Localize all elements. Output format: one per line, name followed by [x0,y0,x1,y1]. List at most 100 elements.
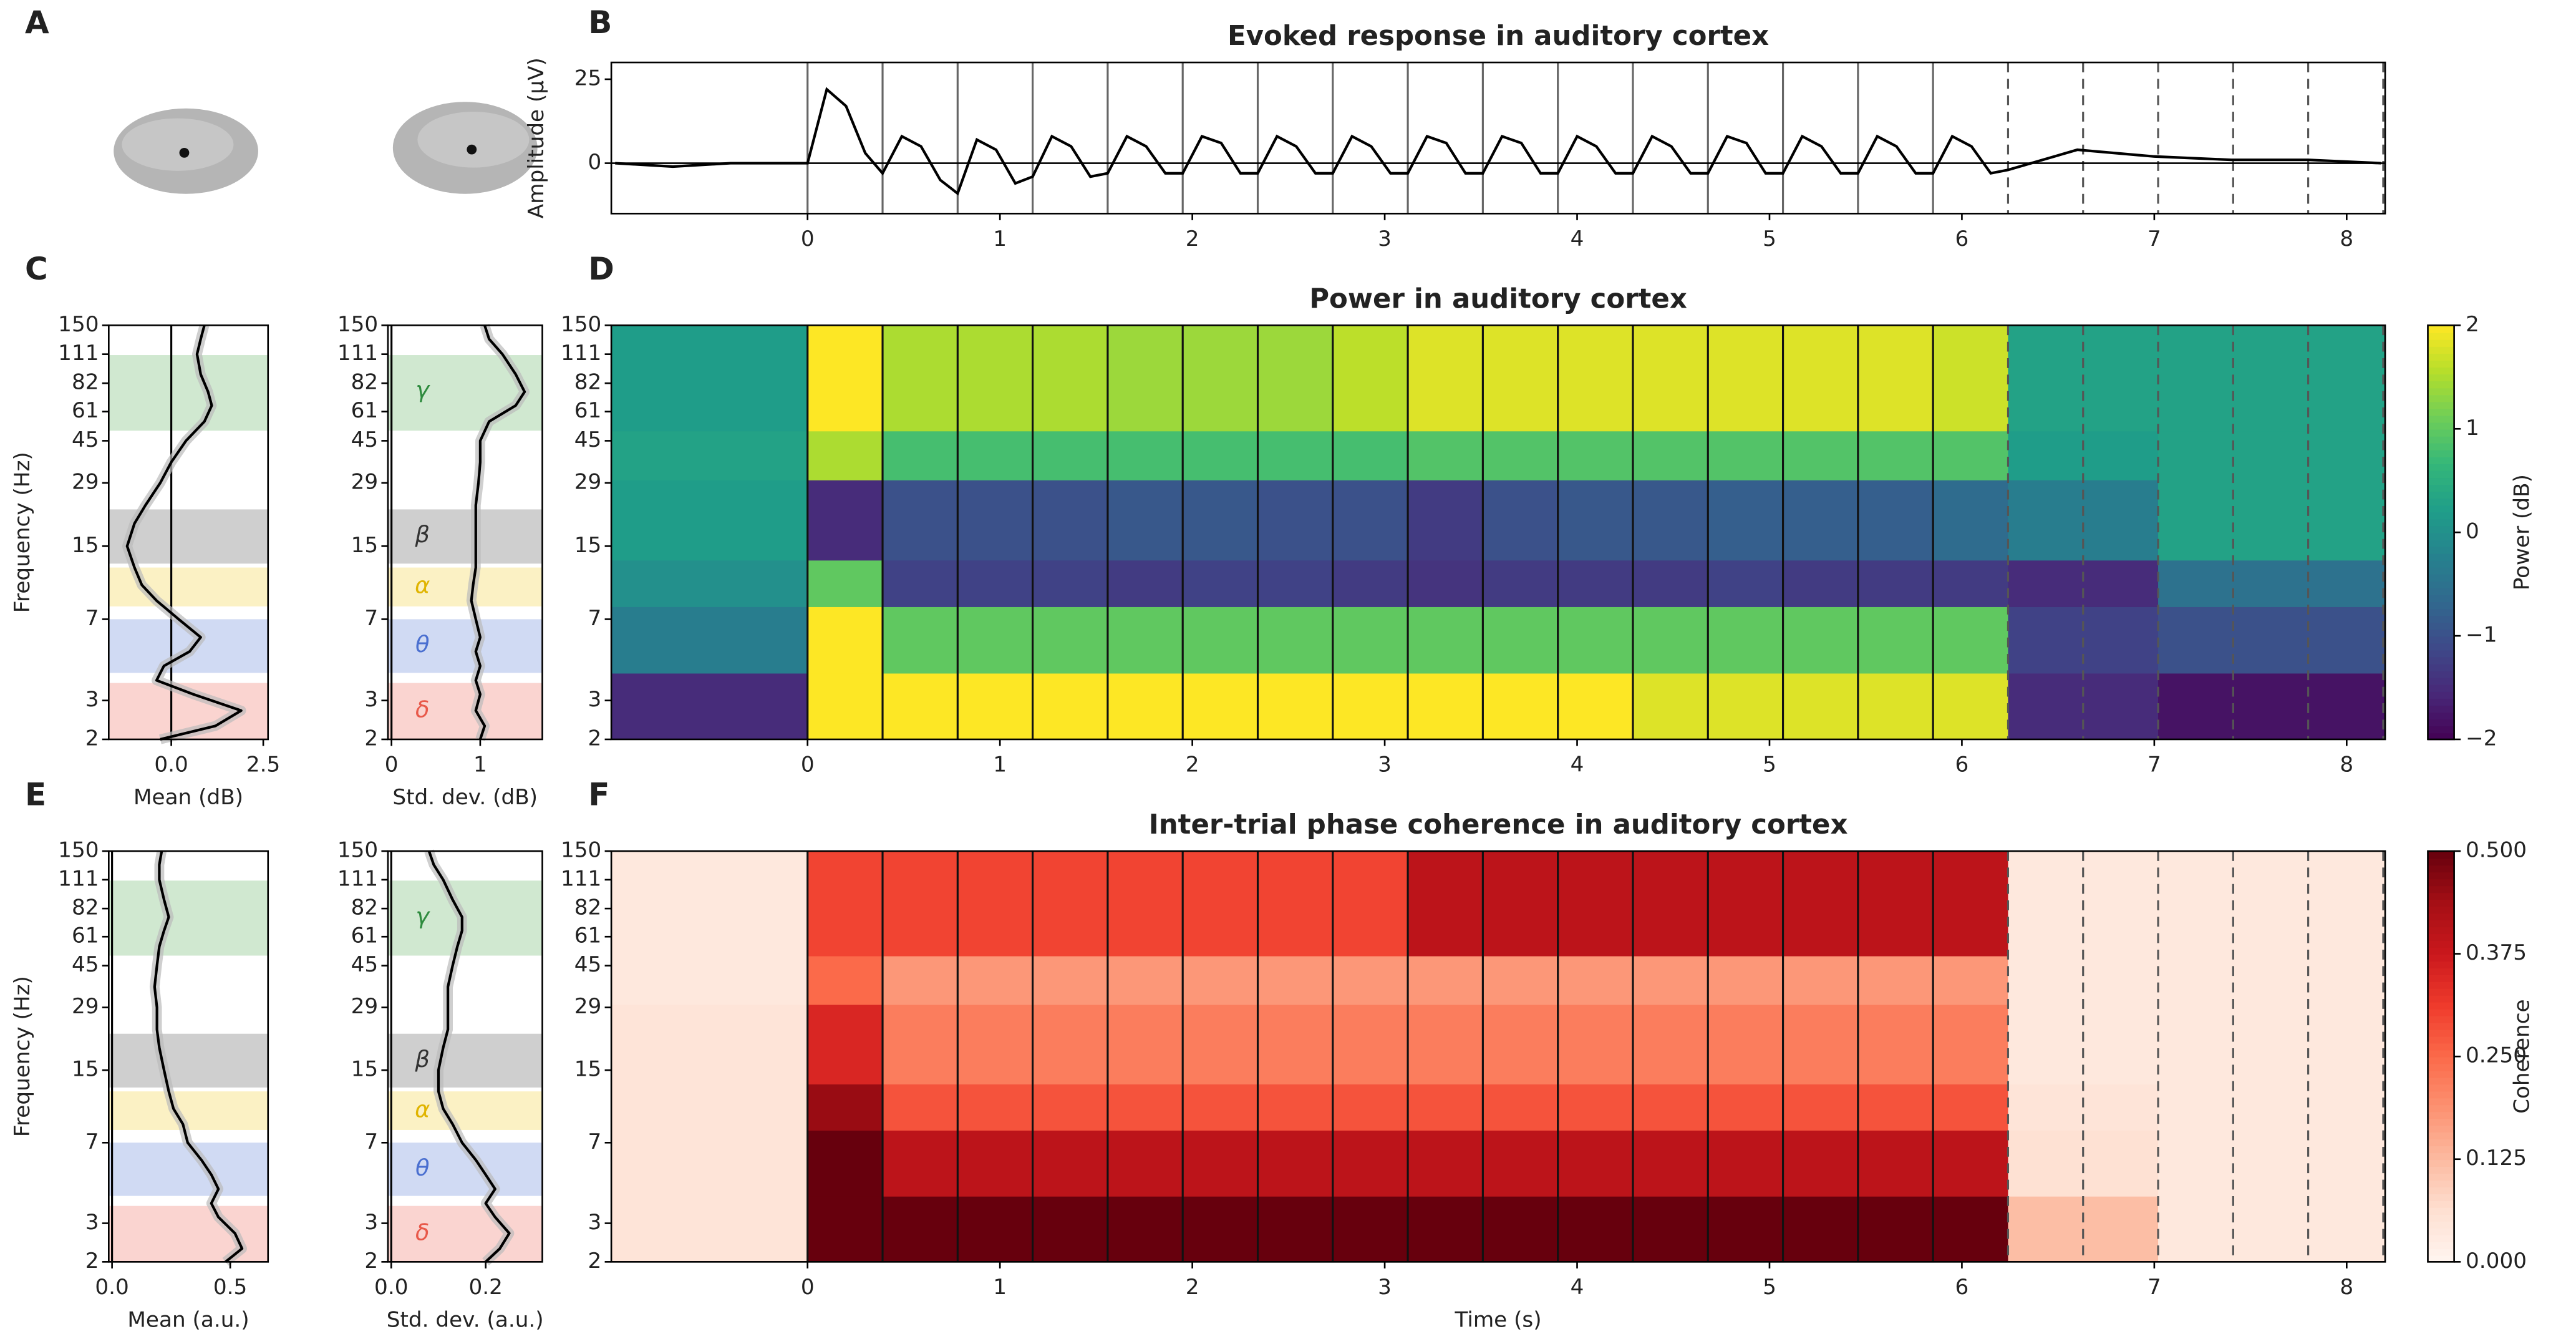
colorbar-segment [2428,947,2454,955]
y-tick-label: 111 [337,866,378,891]
x-tick-label: 8 [2340,752,2353,777]
heatmap-cell [1632,1195,1709,1263]
heatmap-cell [2158,1129,2386,1197]
colorbar-segment [2428,594,2454,603]
heatmap-cell [807,560,884,607]
colorbar-segment [2428,539,2454,547]
heatmap-cell [1408,955,1484,1005]
colorbar-segment [2428,926,2454,935]
colorbar-segment [2428,436,2454,444]
heatmap-cell [1257,431,1334,480]
y-tick-label: 15 [351,533,379,558]
heatmap-cell [1408,1129,1484,1197]
heatmap-cell [957,955,1034,1005]
heatmap-cell [1632,1129,1709,1197]
heatmap-cell [1257,955,1334,1005]
heatmap-cell [807,479,884,561]
colorbar-segment [2428,988,2454,996]
heatmap-cell [1933,673,2009,741]
colorbar-segment [2428,511,2454,520]
y-tick-label: 150 [337,838,378,863]
heatmap-cell [1408,431,1484,480]
frequency-band [387,1205,543,1262]
colorbar-segment [2428,704,2454,713]
axes-frame [610,324,2386,741]
heatmap-cell [1107,606,1184,674]
colorbar-segment [2428,339,2454,347]
band-label: δ [415,696,430,723]
heatmap-cell [1708,431,1784,480]
colorbar-segment [2428,621,2454,630]
colorbar-segment [2428,1091,2454,1099]
heatmap-cell [1257,1129,1334,1197]
y-tick-label: 150 [58,312,99,337]
colorbar-segment [2428,1063,2454,1071]
y-tick-label: 2 [85,1249,99,1273]
heatmap-cell [1032,325,1108,432]
heatmap-cell [957,1004,1034,1084]
colorbar-segment [2428,1255,2454,1263]
heatmap-cell [1332,955,1409,1005]
y-tick-label: 3 [85,1210,99,1235]
y-tick-label: 29 [72,469,99,494]
heatmap-cell [1257,673,1334,741]
heatmap-cell [1557,431,1634,480]
colorbar-tick-label: 0.000 [2466,1249,2527,1273]
colorbar-tick-label: 2 [2466,312,2479,337]
y-tick-label: 25 [574,66,602,90]
heatmap-cell [1557,560,1634,607]
colorbar-segment [2428,677,2454,685]
colorbar-segment [2428,691,2454,699]
heatmap-cell [1783,955,1859,1005]
brain-right [392,102,538,194]
heatmap-cell [1557,851,1634,957]
x-axis-label: Time (s) [1454,1308,1541,1333]
heatmap-cell [1783,1083,1859,1131]
colorbar-segment [2428,1104,2454,1113]
heatmap-cell [1857,851,1934,957]
heatmap-cell [1257,325,1334,432]
heatmap-cell [1557,606,1634,674]
colorbar-label: Power (dB) [2510,474,2535,590]
y-tick-label: 7 [85,1129,99,1154]
y-tick-label: 61 [351,398,379,423]
heatmap-cell [1032,431,1108,480]
heatmap-cell [1632,431,1709,480]
heatmap-cell [1257,1195,1334,1263]
heatmap-cell [883,1083,959,1131]
heatmap-cell [1107,955,1184,1005]
heatmap-cell [1933,325,2009,432]
panel-label: A [25,4,49,41]
colorbar-tick-label: 0.375 [2466,940,2527,965]
x-tick-label: 2 [1186,1275,1199,1300]
heatmap-cell [1408,673,1484,741]
y-tick-label: 7 [364,606,378,631]
y-tick-label: 15 [72,1057,99,1082]
panel-label: E [25,777,46,813]
heatmap-cell [1783,1004,1859,1084]
y-tick-label: 82 [351,895,379,920]
band-label: θ [415,631,430,658]
heatmap-cell [1857,1129,1934,1197]
heatmap-cell [2008,431,2159,480]
x-tick-label: 0 [801,752,815,777]
band-label: θ [415,1154,430,1181]
colorbar-segment [2428,871,2454,880]
colorbar-segment [2428,1124,2454,1133]
heatmap-cell [2158,560,2386,607]
heatmap-cell [1408,1004,1484,1084]
heatmap-cell [1632,479,1709,561]
heatmap-cell [1032,955,1108,1005]
heatmap-cell [1257,1083,1334,1131]
heatmap-cell [957,325,1034,432]
heatmap-cell [1032,479,1108,561]
y-tick-label: 3 [364,687,378,712]
heatmap-cell [1708,1195,1784,1263]
x-axis-label: Std. dev. (dB) [392,785,538,810]
profile-line [470,324,526,740]
heatmap-cell [1783,1129,1859,1197]
colorbar-segment [2428,960,2454,968]
colorbar-segment [2428,1241,2454,1249]
colorbar-segment [2428,663,2454,671]
heatmap-cell [1257,560,1334,607]
